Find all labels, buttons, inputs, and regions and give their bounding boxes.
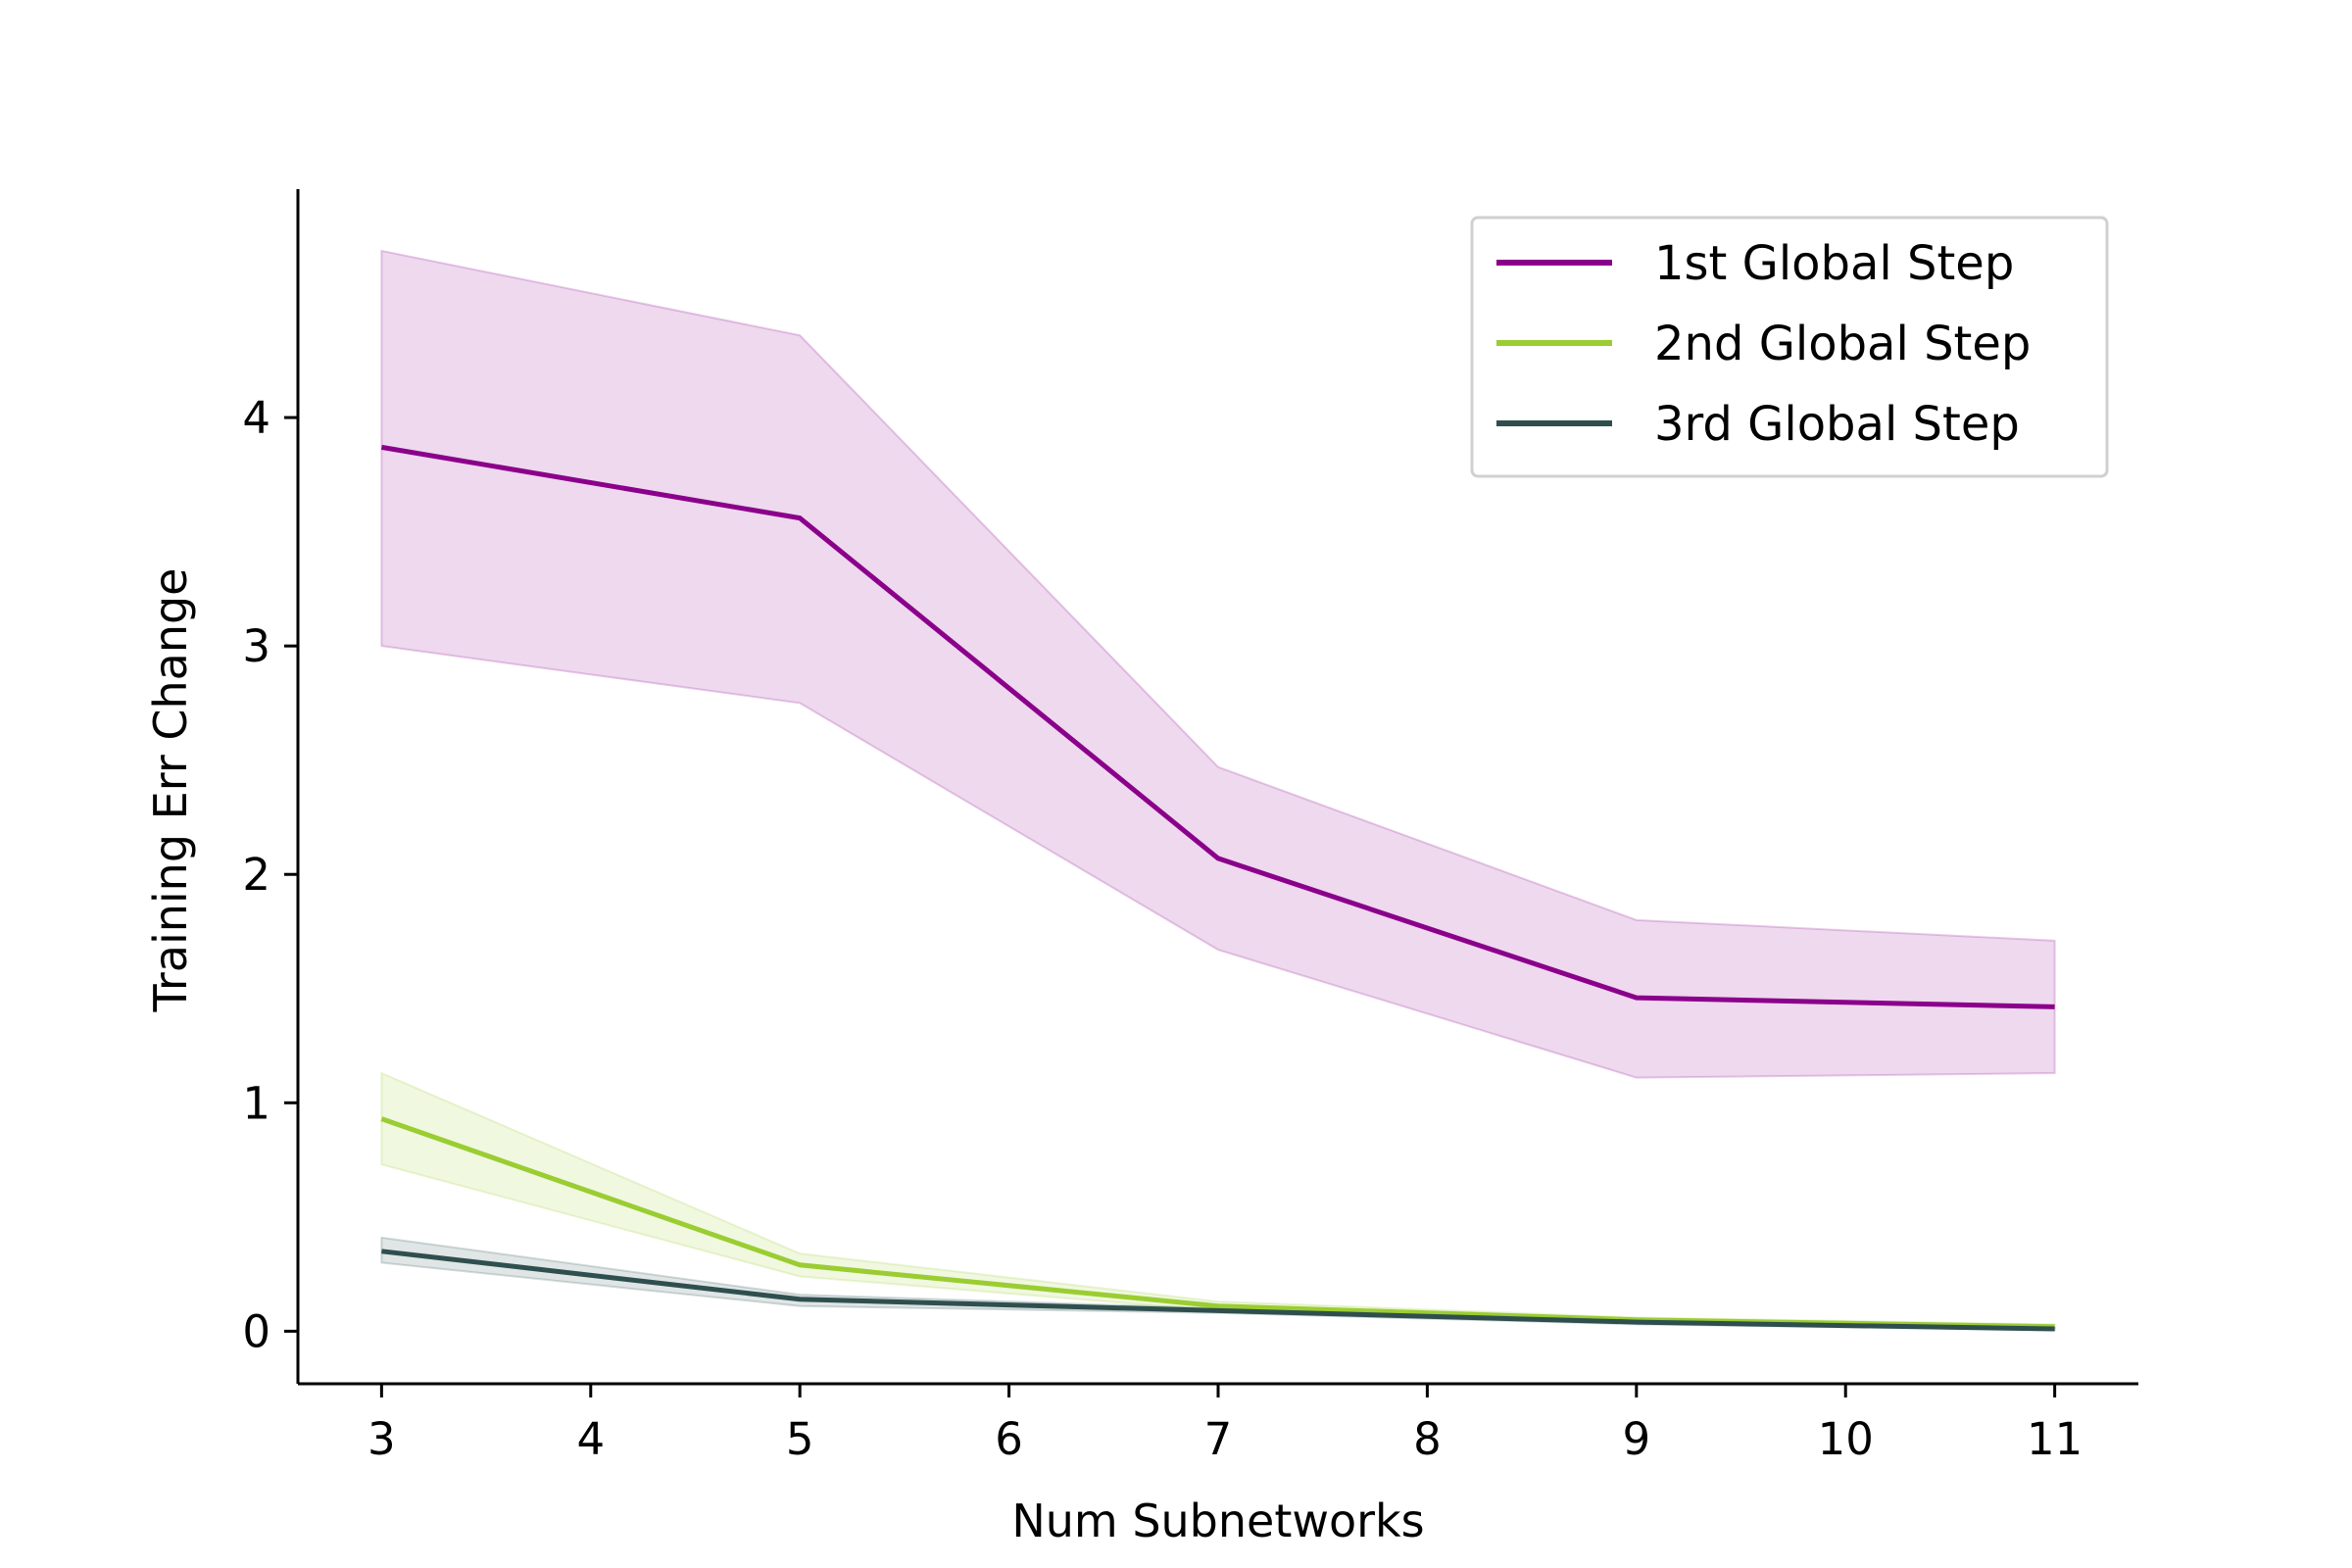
1st-global-step-band bbox=[380, 249, 2056, 1079]
x-axis-ticks: 3 4 5 6 7 8 9 10 11 bbox=[368, 1384, 2082, 1465]
x-tick-label: 7 bbox=[1204, 1413, 1233, 1465]
y-tick-label: 2 bbox=[242, 849, 270, 901]
2nd-global-step-legend-label: 2nd Global Step bbox=[1654, 317, 2031, 371]
y-tick-label: 3 bbox=[242, 620, 270, 672]
3rd-global-step-line bbox=[381, 1249, 2055, 1332]
2nd-global-step-band bbox=[380, 1071, 2056, 1331]
x-tick-label: 5 bbox=[786, 1413, 814, 1465]
legend: 1st Global Step 2nd Global Step 3rd Global… bbox=[1470, 216, 2109, 478]
legend-frame bbox=[1470, 216, 2109, 478]
series-lines bbox=[380, 444, 2055, 1332]
x-tick-label: 4 bbox=[576, 1413, 605, 1465]
x-axis-label: Num Subnetworks bbox=[1011, 1494, 1424, 1547]
x-tick-label: 10 bbox=[1818, 1413, 1874, 1465]
3rd-global-step-band bbox=[380, 1236, 2056, 1332]
x-tick-label: 11 bbox=[2027, 1413, 2082, 1465]
y-axis-label: Training Err Change bbox=[144, 568, 197, 1013]
y-tick-label: 1 bbox=[242, 1077, 270, 1129]
x-tick-label: 6 bbox=[995, 1413, 1023, 1465]
x-tick-label: 3 bbox=[368, 1413, 396, 1465]
1st-global-step-legend-label: 1st Global Step bbox=[1654, 236, 2014, 291]
y-axis-ticks: 0 1 2 3 4 bbox=[242, 392, 298, 1357]
x-tick-label: 9 bbox=[1622, 1413, 1650, 1465]
y-tick-label: 4 bbox=[242, 392, 270, 444]
legend-items: 1st Global Step 2nd Global Step 3rd Global… bbox=[1496, 236, 2031, 452]
x-tick-label: 8 bbox=[1413, 1413, 1442, 1465]
3rd-global-step-legend-label: 3rd Global Step bbox=[1654, 397, 2020, 452]
1st-global-step-line bbox=[380, 444, 2055, 1009]
y-tick-label: 0 bbox=[242, 1305, 270, 1357]
